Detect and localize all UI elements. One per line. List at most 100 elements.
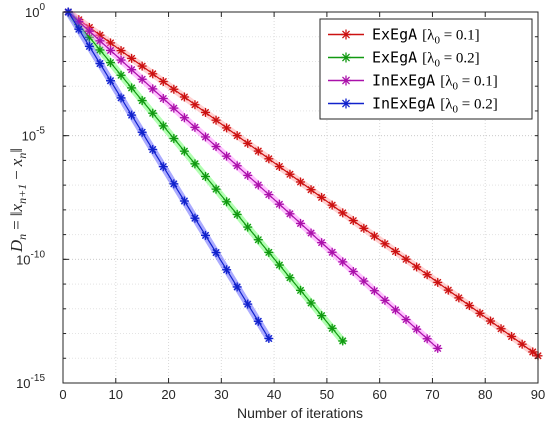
series-marker xyxy=(348,216,358,226)
series-marker xyxy=(201,107,210,117)
y-label-minus: − xyxy=(7,170,26,180)
series-marker xyxy=(274,199,284,209)
legend-marker xyxy=(341,98,351,109)
series-marker xyxy=(253,146,263,156)
series-marker xyxy=(285,169,295,179)
series-marker xyxy=(190,159,200,169)
legend-item: InExEgA [λ0 = 0.2] xyxy=(328,95,498,116)
series-marker xyxy=(359,223,369,233)
series-marker xyxy=(116,46,126,56)
series-marker xyxy=(528,347,538,357)
y-label-x1-sub: n+1 xyxy=(15,184,29,204)
series-marker xyxy=(148,69,158,79)
series-marker xyxy=(211,142,221,152)
legend: ExEgA [λ0 = 0.1]ExEgA [λ0 = 0.2]InExEgA [λ0… xyxy=(319,18,533,120)
series-marker xyxy=(380,239,390,249)
series-marker xyxy=(179,196,189,206)
legend-box xyxy=(319,18,533,120)
series-marker xyxy=(253,235,263,245)
series-marker xyxy=(264,190,274,200)
series-marker xyxy=(74,24,84,34)
series-layer xyxy=(63,7,543,361)
series-marker xyxy=(369,231,379,241)
x-tick-label: 20 xyxy=(161,387,175,402)
series-marker xyxy=(127,110,137,120)
x-tick-label: 80 xyxy=(478,387,492,402)
series-marker xyxy=(348,266,358,276)
legend-label: ExEgA [λ0 = 0.2] xyxy=(372,49,480,70)
series-marker xyxy=(285,273,295,283)
series-marker xyxy=(517,339,527,349)
y-tick-label: 10-10 xyxy=(16,249,45,267)
series-marker xyxy=(412,324,422,334)
series-marker xyxy=(127,65,137,75)
y-label-x2: x xyxy=(7,158,26,167)
series-4 xyxy=(63,7,274,343)
series-marker xyxy=(137,61,147,71)
series-marker xyxy=(443,285,453,295)
series-marker xyxy=(158,121,168,131)
series-marker xyxy=(464,301,474,311)
series-marker xyxy=(222,123,232,133)
y-label-eq: = xyxy=(7,220,26,230)
series-marker xyxy=(391,246,400,256)
series-marker xyxy=(327,200,337,210)
y-tick-label: 10-15 xyxy=(16,373,45,391)
series-marker xyxy=(179,113,189,123)
series-marker xyxy=(306,228,316,238)
y-label-x2-sub: n xyxy=(15,153,29,159)
series-marker xyxy=(422,270,432,280)
x-tick-label: 50 xyxy=(320,387,334,402)
series-marker xyxy=(274,260,284,270)
series-marker xyxy=(338,336,348,346)
x-tick-label: 10 xyxy=(109,387,123,402)
series-marker xyxy=(264,333,274,343)
series-marker xyxy=(211,248,221,258)
y-label-lhs: D xyxy=(7,239,26,253)
legend-item: InExEgA [λ0 = 0.1] xyxy=(328,72,498,93)
series-marker xyxy=(106,76,115,86)
series-marker xyxy=(158,77,168,87)
series-marker xyxy=(169,84,179,94)
series-marker xyxy=(190,122,200,132)
series-marker xyxy=(148,144,158,154)
series-marker xyxy=(327,323,337,333)
series-marker xyxy=(148,108,158,118)
series-marker xyxy=(106,58,115,68)
series-marker xyxy=(296,177,305,187)
series-marker xyxy=(190,100,200,110)
series-marker xyxy=(317,311,327,321)
series-marker xyxy=(137,127,147,137)
series-marker xyxy=(475,308,485,318)
y-label-lhs-sub: n xyxy=(15,234,29,240)
y-axis-label: Dn=‖xn+1−xn‖ xyxy=(7,148,29,253)
series-marker xyxy=(222,197,232,207)
series-marker xyxy=(95,36,105,46)
series-marker xyxy=(222,265,232,275)
series-marker xyxy=(264,154,274,164)
x-axis-label: Number of iterations xyxy=(237,405,363,421)
series-marker xyxy=(306,185,316,195)
series-marker xyxy=(116,55,126,65)
series-marker xyxy=(179,146,189,156)
legend-item: ExEgA [λ0 = 0.1] xyxy=(328,26,480,47)
series-marker xyxy=(211,184,221,194)
x-tick-label: 0 xyxy=(59,387,66,402)
series-marker xyxy=(359,276,369,286)
legend-marker xyxy=(341,29,351,40)
series-marker xyxy=(486,316,495,326)
series-marker xyxy=(401,315,411,325)
series-marker xyxy=(369,286,379,296)
series-marker xyxy=(338,208,348,218)
legend-marker xyxy=(341,52,351,63)
series-marker xyxy=(433,277,443,287)
series-marker xyxy=(232,209,242,219)
series-marker xyxy=(253,180,263,190)
series-marker xyxy=(412,262,422,272)
series-marker xyxy=(317,192,327,202)
series-marker xyxy=(327,247,337,257)
series-marker xyxy=(106,38,115,48)
series-marker xyxy=(95,30,105,40)
series-marker xyxy=(169,134,179,144)
